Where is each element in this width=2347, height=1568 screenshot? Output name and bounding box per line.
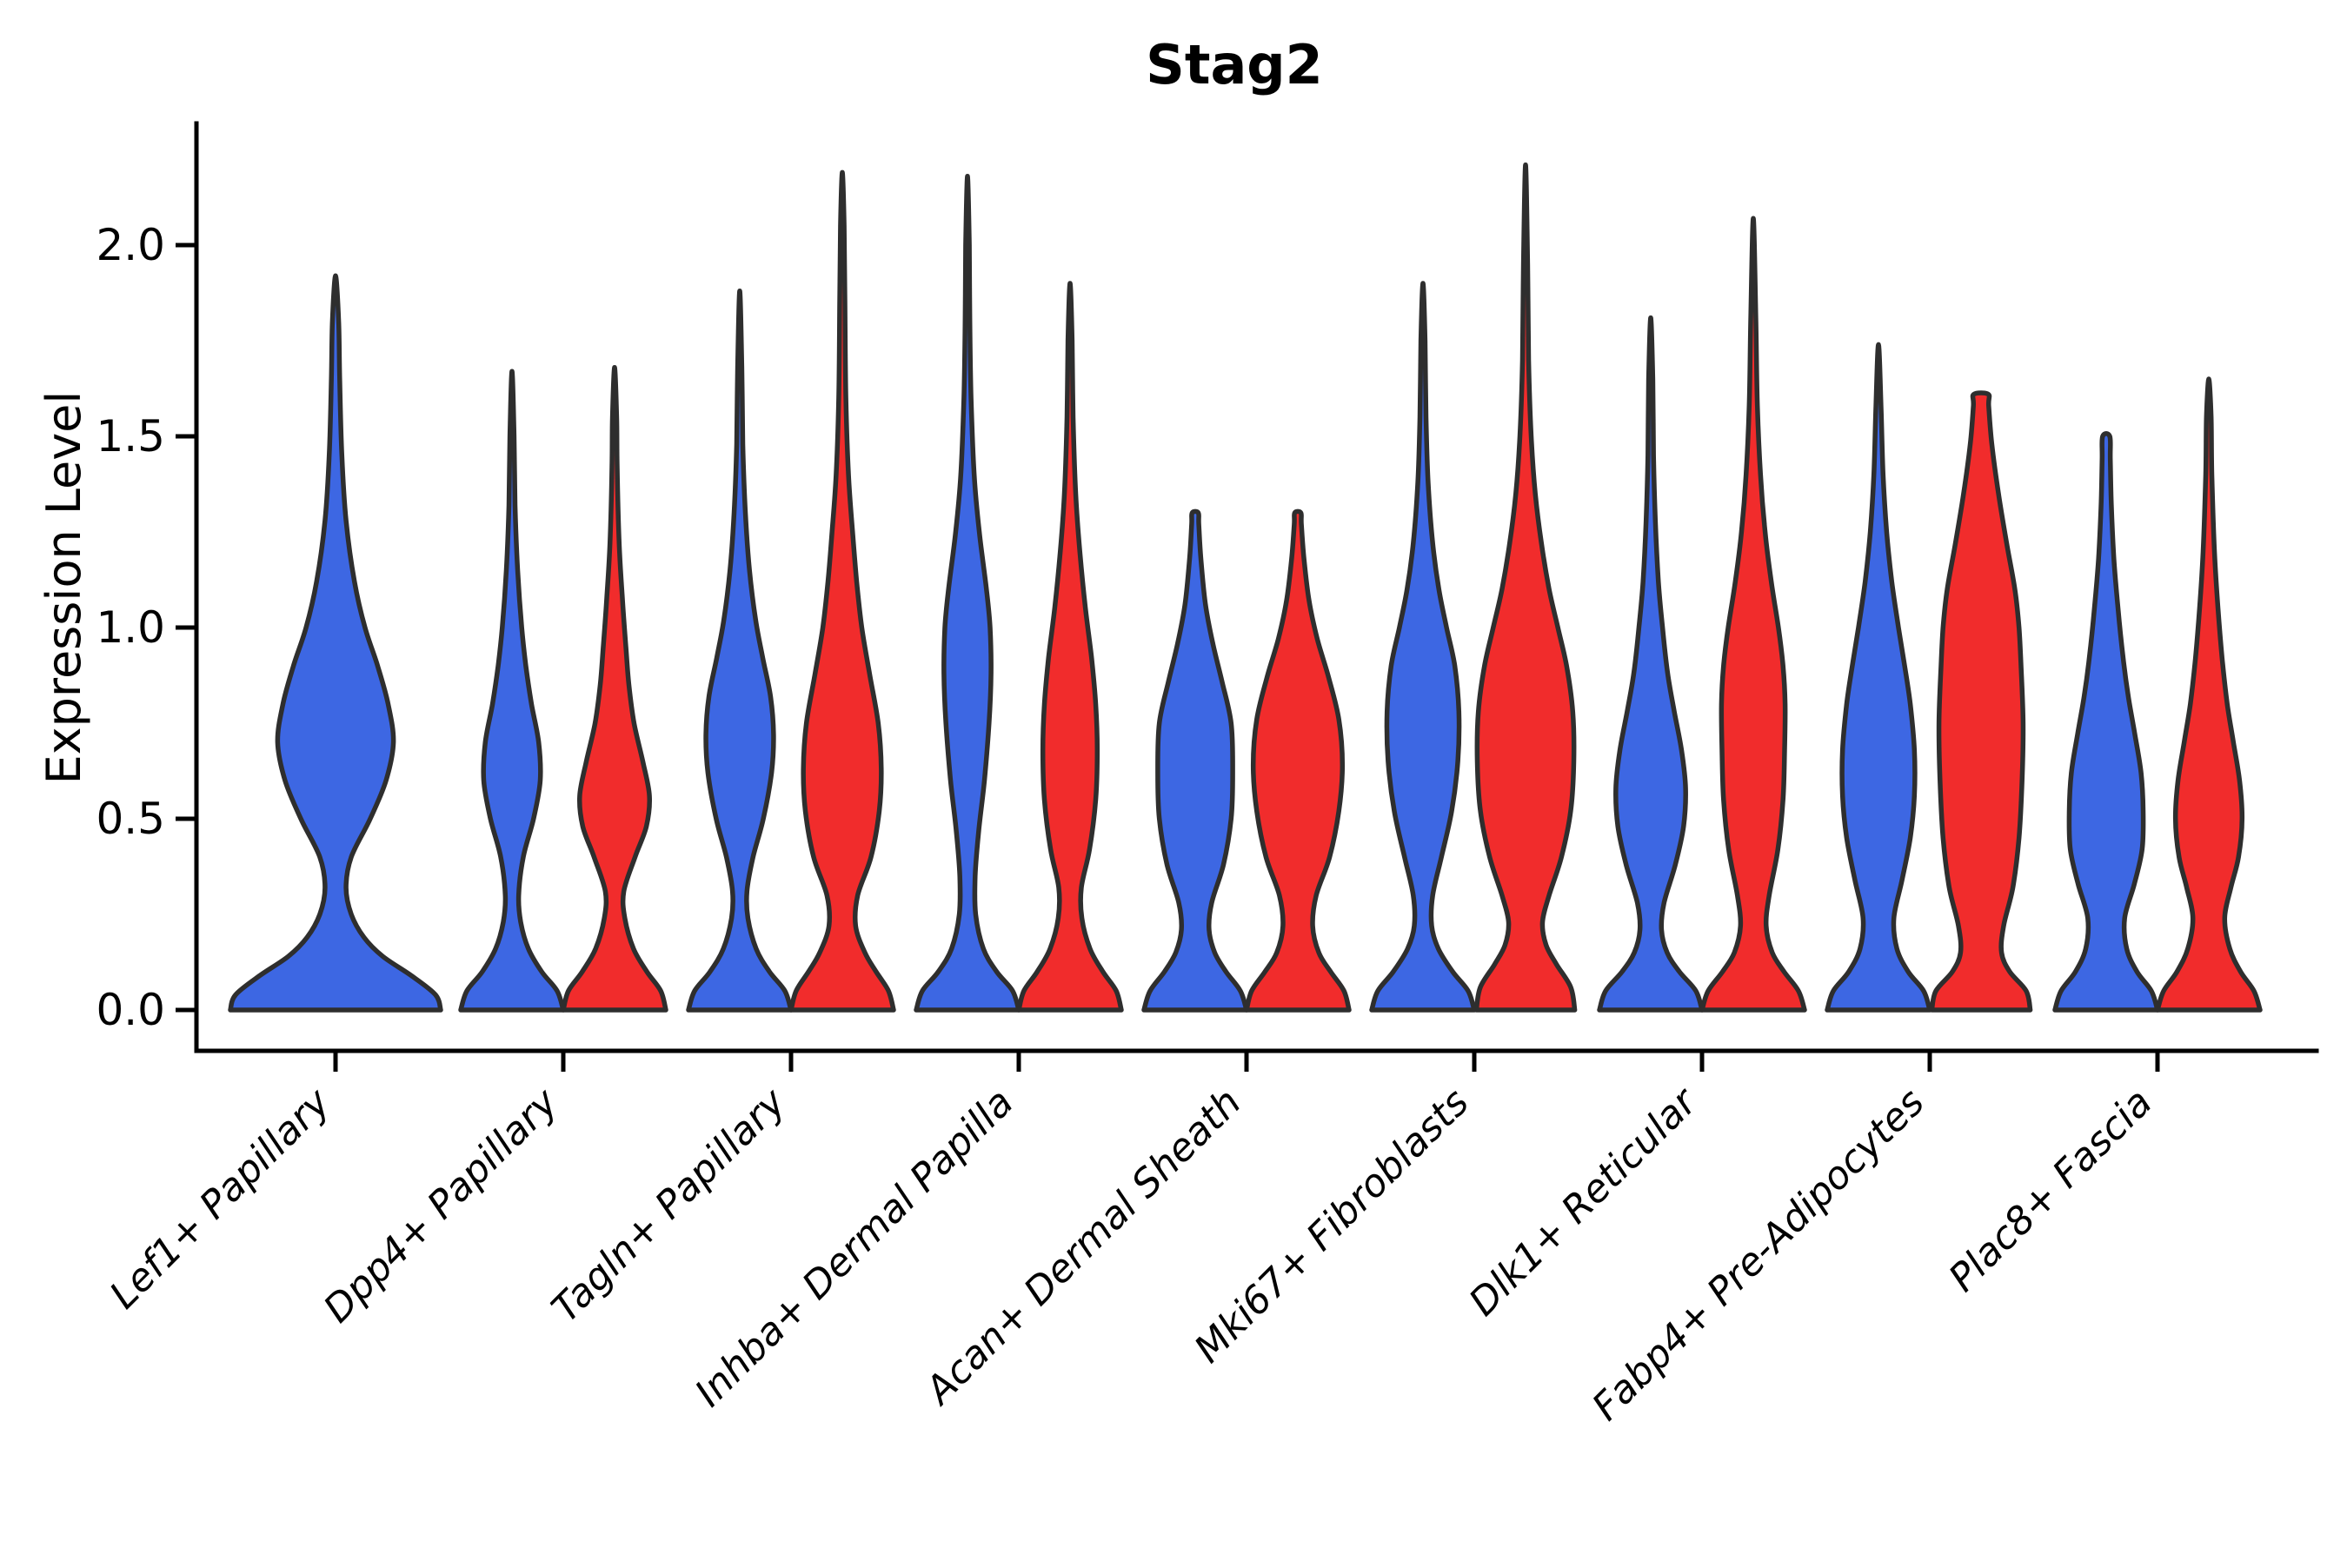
violin-red-7 [1929, 390, 2033, 1013]
y-axis-label: Expression Level [37, 391, 91, 785]
y-tick-label: 1.5 [96, 411, 165, 462]
violin-red-6 [1699, 216, 1807, 1013]
violin-red-4 [1244, 508, 1352, 1013]
violin-blue-7 [1825, 342, 1932, 1013]
violin-blue-1 [458, 369, 566, 1013]
violin-red-1 [561, 365, 668, 1013]
violin-blue-5 [1369, 281, 1477, 1013]
x-tick-label-2: Tagln+ Papillary [543, 1080, 795, 1331]
violin-blue-8 [2052, 430, 2160, 1013]
violin-red-5 [1473, 162, 1578, 1013]
x-tick-label-0: Lef1+ Papillary [102, 1080, 340, 1318]
violins-layer [228, 162, 2263, 1013]
y-tick-label: 2.0 [96, 220, 165, 270]
violin-blue-3 [914, 174, 1021, 1013]
chart-title: Stag2 [1146, 33, 1323, 96]
violin-red-8 [2155, 376, 2263, 1013]
y-tick-label: 1.0 [96, 602, 165, 653]
x-tick-label-6: Dlk1+ Reticular [1460, 1079, 1706, 1325]
x-tick-label-8: Plac8+ Fascia [1940, 1080, 2160, 1300]
x-tick-label-1: Dpp4+ Papillary [316, 1080, 568, 1332]
violin-red-2 [788, 169, 896, 1013]
violin-blue-4 [1141, 508, 1249, 1013]
y-tick-label: 0.0 [96, 985, 165, 1035]
y-tick-label: 0.5 [96, 794, 165, 844]
violin-blue-0 [228, 273, 443, 1013]
violin-blue-2 [686, 289, 794, 1013]
violin-red-3 [1016, 281, 1124, 1013]
violin-blue-6 [1597, 315, 1705, 1013]
